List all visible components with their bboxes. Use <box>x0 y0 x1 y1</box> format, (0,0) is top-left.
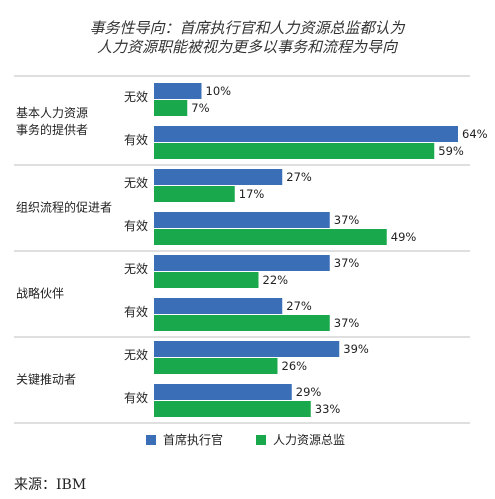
value-label: 64% <box>462 127 488 141</box>
bar <box>154 315 330 331</box>
category-separators <box>14 75 470 424</box>
subgroup-label: 无效 <box>124 347 148 362</box>
bar <box>154 255 330 271</box>
category-label: 事务的提供者 <box>16 122 88 137</box>
value-label: 27% <box>286 170 312 184</box>
bar <box>154 126 458 142</box>
bar <box>154 384 292 400</box>
bar <box>154 358 278 374</box>
bar <box>154 401 311 417</box>
legend-swatch <box>256 435 266 445</box>
chart-title-line: 事务性导向：首席执行官和人力资源总监都认为 <box>89 19 405 37</box>
subgroup-label: 无效 <box>124 89 148 104</box>
legend-label: 首席执行官 <box>163 432 223 447</box>
value-label: 39% <box>343 342 369 356</box>
value-label: 26% <box>282 359 308 373</box>
bar <box>154 229 387 245</box>
legend-label: 人力资源总监 <box>273 433 345 447</box>
value-label: 37% <box>334 316 360 330</box>
value-label: 27% <box>286 299 312 313</box>
subgroup-label: 有效 <box>124 132 148 147</box>
value-label: 17% <box>239 187 265 201</box>
bar <box>154 169 283 185</box>
source-note: 来源：IBM <box>14 477 86 493</box>
subgroup-label: 有效 <box>124 304 148 319</box>
category-label: 关键推动者 <box>16 373 76 387</box>
bar <box>154 298 283 314</box>
bar <box>154 341 340 357</box>
bar <box>154 186 235 202</box>
value-label: 29% <box>296 385 322 399</box>
subgroup-label: 有效 <box>124 390 148 405</box>
subgroup-label: 无效 <box>124 175 148 190</box>
subgroup-label: 有效 <box>124 218 148 233</box>
value-label: 37% <box>334 213 360 227</box>
bar <box>154 100 188 116</box>
value-label: 10% <box>206 84 232 98</box>
chart-title: 事务性导向：首席执行官和人力资源总监都认为人力资源职能被视为更多以事务和流程为导… <box>89 19 405 56</box>
legend: 首席执行官 人力资源总监 <box>146 432 345 447</box>
category-label: 组织流程的促进者 <box>16 200 112 215</box>
legend-swatch <box>146 435 156 445</box>
value-label: 7% <box>191 101 209 115</box>
subgroup-label: 无效 <box>124 261 148 276</box>
value-label: 59% <box>438 144 464 158</box>
bar <box>154 83 202 99</box>
chart-title-line: 人力资源职能被视为更多以事务和流程为导向 <box>97 38 399 56</box>
value-label: 49% <box>391 230 417 244</box>
value-label: 37% <box>334 256 360 270</box>
value-label: 33% <box>315 402 341 416</box>
bar <box>154 143 435 159</box>
bar <box>154 272 259 288</box>
bar <box>154 212 330 228</box>
category-label: 战略伙伴 <box>16 286 64 301</box>
value-label: 22% <box>263 273 289 287</box>
category-label: 基本人力资源 <box>16 106 88 120</box>
value-labels: 10% 7% 64% 59% 27% 17% 37% 49% 37% 22% 27% 37% 39% 26… <box>191 84 487 416</box>
bars <box>154 83 458 417</box>
